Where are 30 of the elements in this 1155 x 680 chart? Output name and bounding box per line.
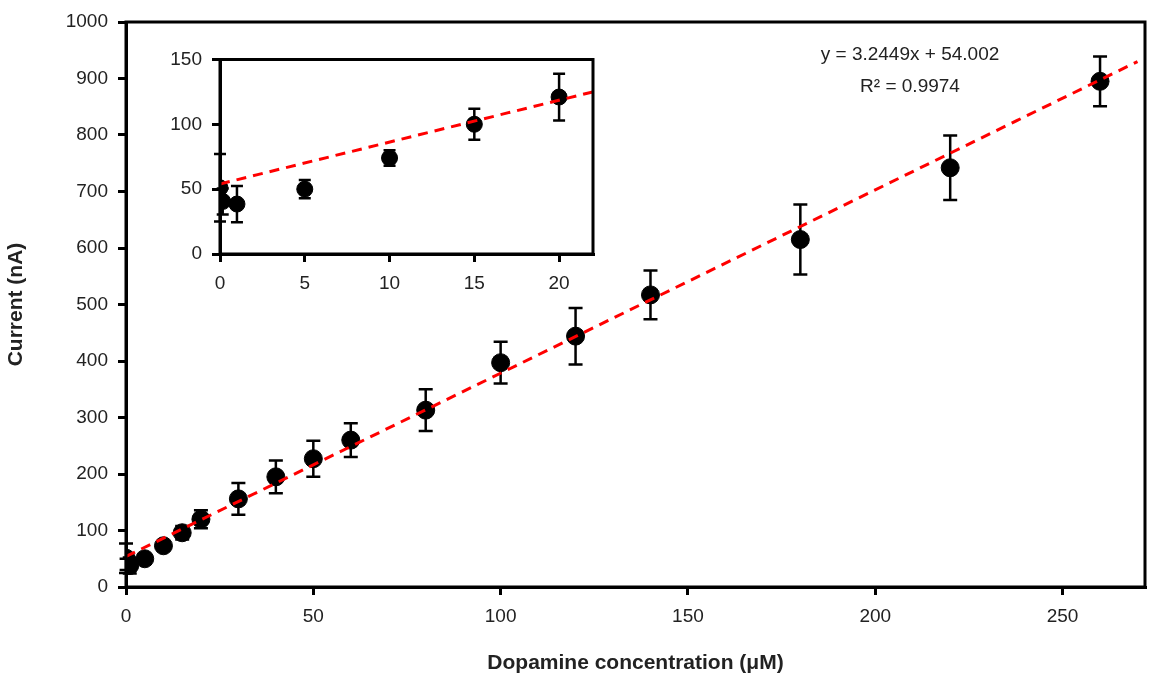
y-tick-label: 400: [76, 349, 108, 371]
y-tick-label: 600: [76, 236, 108, 258]
y-tick-label: 700: [76, 179, 108, 201]
y-tick-label: 0: [191, 242, 202, 264]
y-tick-label: 100: [76, 518, 108, 540]
y-axis-title: Current (nA): [3, 242, 27, 367]
x-tick-label: 250: [1046, 604, 1079, 626]
y-tick-label: 300: [76, 405, 108, 427]
y-tick-label: 150: [170, 47, 202, 69]
y-tick-label: 1000: [65, 10, 108, 32]
y-tick-label: 800: [76, 123, 108, 145]
x-axis-title: Dopamine concentration (μM): [487, 650, 784, 674]
x-tick-label: 20: [548, 271, 570, 293]
x-tick-label: 0: [214, 271, 226, 293]
y-tick-label: 500: [76, 292, 108, 314]
x-tick-label: 100: [484, 604, 517, 626]
y-tick-label: 100: [170, 112, 202, 134]
x-tick-label: 10: [378, 271, 401, 293]
x-tick-label: 15: [463, 271, 485, 293]
x-tick-label: 150: [672, 604, 704, 626]
x-tick-label: 5: [299, 271, 311, 293]
y-tick-label: 200: [76, 462, 108, 484]
x-tick-label: 50: [302, 604, 324, 626]
y-tick-label: 0: [97, 575, 108, 597]
annotation: y = 3.2449x + 54.002: [820, 43, 1000, 65]
y-tick-label: 50: [180, 177, 202, 199]
annotation: R² = 0.9974: [860, 75, 961, 97]
x-tick-label: 0: [120, 604, 132, 626]
x-tick-label: 200: [859, 604, 892, 626]
y-tick-label: 900: [76, 66, 108, 88]
